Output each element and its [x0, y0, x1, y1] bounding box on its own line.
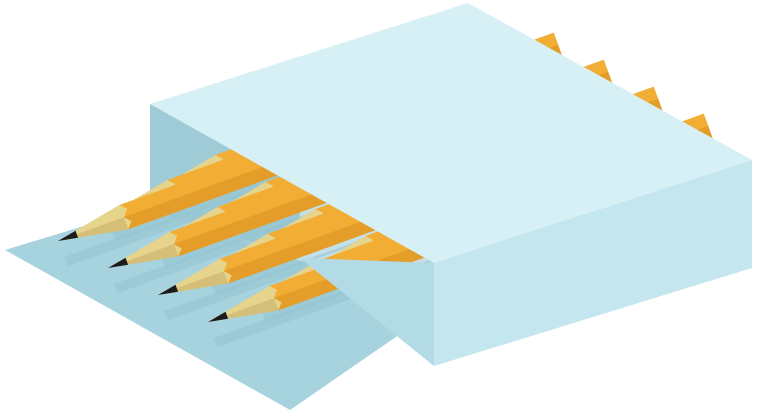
- pencil-wood: [208, 285, 282, 322]
- pencil-wood: [108, 231, 182, 268]
- pencil-lead: [108, 257, 129, 268]
- base-sheet: [5, 206, 435, 410]
- pencil-wood: [158, 258, 232, 295]
- pencil-lead: [208, 311, 229, 322]
- pencil-wood: [58, 204, 132, 241]
- base-sheet-shape: [5, 206, 435, 410]
- pencil-lead: [158, 284, 179, 295]
- box-front-edge: [300, 258, 434, 366]
- box-side-face: [434, 160, 752, 366]
- box-top-face: [150, 3, 752, 263]
- box-lid: [150, 3, 752, 366]
- pencil-lead: [58, 230, 79, 241]
